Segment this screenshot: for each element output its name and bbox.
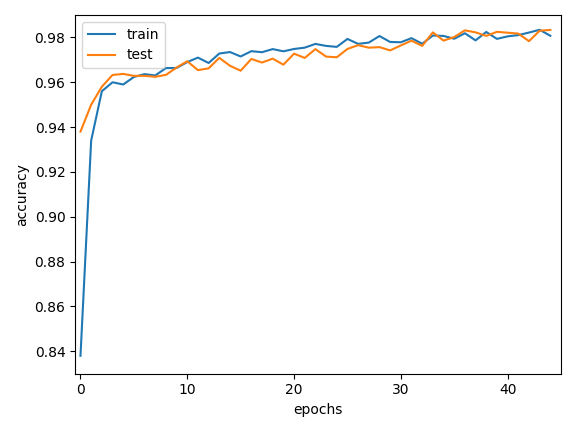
- train: [184, 60, 191, 65]
- train: [237, 54, 244, 59]
- test: [451, 35, 458, 40]
- train: [365, 40, 372, 45]
- train: [504, 34, 511, 39]
- train: [376, 33, 383, 38]
- test: [525, 38, 532, 44]
- train: [344, 36, 351, 41]
- test: [494, 29, 501, 35]
- train: [88, 138, 94, 143]
- train: [312, 41, 319, 47]
- test: [547, 27, 554, 32]
- test: [301, 55, 308, 60]
- train: [397, 40, 404, 45]
- test: [397, 43, 404, 48]
- test: [515, 31, 522, 36]
- test: [344, 46, 351, 51]
- test: [440, 38, 447, 43]
- train: [483, 29, 490, 35]
- train: [291, 46, 298, 51]
- train: [430, 33, 437, 38]
- test: [77, 129, 84, 134]
- test: [152, 74, 159, 79]
- test: [216, 55, 223, 60]
- test: [141, 73, 148, 79]
- train: [547, 33, 554, 38]
- test: [184, 59, 191, 64]
- test: [226, 63, 233, 68]
- test: [536, 28, 543, 33]
- test: [237, 68, 244, 73]
- test: [98, 84, 105, 89]
- train: [472, 38, 479, 43]
- test: [280, 62, 287, 67]
- train: [195, 55, 202, 60]
- test: [323, 54, 329, 59]
- Line: train: train: [81, 30, 550, 356]
- test: [386, 48, 393, 53]
- train: [451, 36, 458, 41]
- train: [301, 45, 308, 50]
- train: [536, 27, 543, 32]
- test: [291, 51, 298, 56]
- train: [152, 73, 159, 78]
- test: [248, 57, 255, 62]
- train: [226, 49, 233, 54]
- train: [98, 89, 105, 94]
- train: [280, 49, 287, 54]
- train: [205, 60, 212, 66]
- test: [120, 71, 127, 76]
- test: [109, 72, 116, 77]
- train: [461, 31, 468, 36]
- train: [141, 72, 148, 77]
- train: [334, 44, 340, 50]
- train: [419, 41, 426, 46]
- test: [483, 33, 490, 38]
- test: [195, 67, 202, 73]
- train: [440, 33, 447, 38]
- train: [386, 39, 393, 44]
- train: [515, 32, 522, 38]
- test: [334, 55, 340, 60]
- test: [162, 72, 169, 77]
- train: [120, 82, 127, 87]
- Y-axis label: accuracy: accuracy: [15, 163, 29, 226]
- test: [312, 47, 319, 52]
- train: [494, 36, 501, 41]
- test: [173, 65, 180, 70]
- train: [355, 41, 362, 47]
- test: [419, 43, 426, 48]
- train: [248, 48, 255, 54]
- train: [408, 35, 415, 41]
- test: [205, 66, 212, 71]
- train: [130, 74, 137, 79]
- test: [504, 30, 511, 35]
- test: [408, 38, 415, 43]
- train: [109, 79, 116, 85]
- Line: test: test: [81, 30, 550, 132]
- train: [77, 353, 84, 359]
- test: [461, 28, 468, 33]
- Legend: train, test: train, test: [82, 22, 165, 68]
- train: [259, 50, 266, 55]
- train: [216, 51, 223, 56]
- train: [269, 47, 276, 52]
- train: [323, 43, 329, 48]
- test: [259, 60, 266, 65]
- train: [525, 30, 532, 35]
- test: [472, 30, 479, 35]
- train: [162, 66, 169, 71]
- test: [376, 44, 383, 50]
- train: [173, 65, 180, 70]
- test: [355, 43, 362, 48]
- test: [269, 56, 276, 61]
- test: [430, 30, 437, 35]
- X-axis label: epochs: epochs: [293, 403, 343, 417]
- test: [88, 102, 94, 107]
- test: [130, 73, 137, 79]
- test: [365, 45, 372, 50]
